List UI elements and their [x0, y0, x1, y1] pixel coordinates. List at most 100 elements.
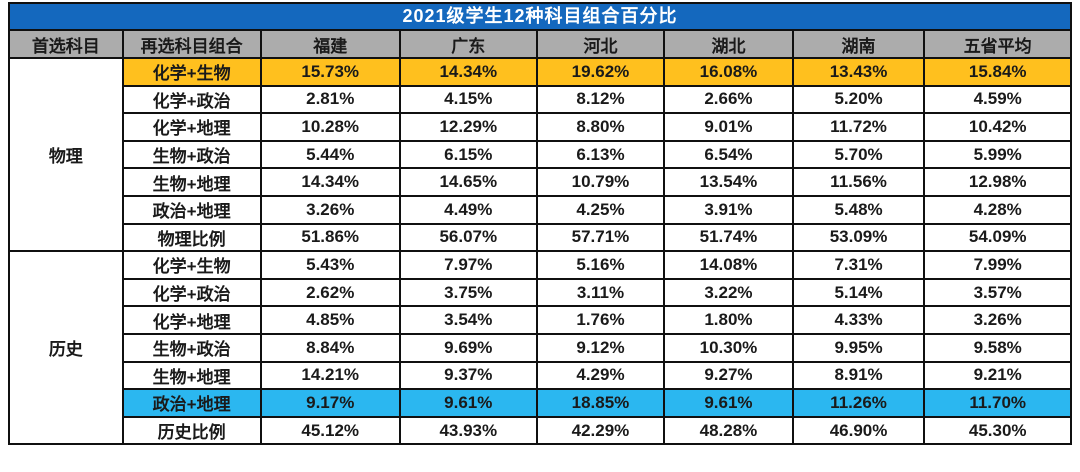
table-row: 物理 化学+生物 15.73% 14.34% 19.62% 16.08% 13.43% 15.…	[8, 56, 1072, 253]
value-cell: 4.29%	[535, 360, 666, 391]
value-cell: 16.08%	[663, 57, 794, 87]
value-cell: 42.29%	[535, 415, 666, 446]
row-label: 历史比例	[121, 415, 262, 446]
row-label: 生物+地理	[121, 360, 262, 391]
value-cell: 7.97%	[398, 250, 538, 280]
value-cell: 8.91%	[791, 360, 926, 391]
row-label: 生物+政治	[121, 332, 262, 363]
value-cell: 12.98%	[923, 167, 1072, 197]
value-cell: 14.34%	[259, 167, 401, 197]
value-cell: 6.13%	[535, 139, 666, 170]
value-cell: 12.29%	[398, 112, 538, 142]
header-row: 首选科目 再选科目组合 福建 广东 河北 湖北 湖南 五省平均	[8, 29, 1072, 59]
table-row: 生物+政治 5.44% 6.15% 6.13% 6.54% 5.70% 5.99%	[9, 139, 1072, 170]
value-cell: 14.34%	[398, 57, 538, 87]
table-row: 生物+地理 14.34% 14.65% 10.79% 13.54% 11.56% 12.98…	[9, 167, 1072, 197]
table-row: 生物+政治 8.84% 9.69% 9.12% 10.30% 9.95% 9.58%	[9, 332, 1072, 363]
value-cell: 56.07%	[398, 222, 538, 253]
column-header-2: 福建	[259, 29, 401, 59]
table-row: 化学+地理 10.28% 12.29% 8.80% 9.01% 11.72% 10.42%	[9, 112, 1072, 142]
column-header-4: 河北	[535, 29, 666, 59]
row-label: 化学+地理	[121, 112, 262, 142]
value-cell: 8.12%	[535, 84, 666, 115]
value-cell: 9.27%	[663, 360, 794, 391]
table-row: 化学+地理 4.85% 3.54% 1.76% 1.80% 4.33% 3.26%	[9, 305, 1072, 335]
value-cell: 14.65%	[398, 167, 538, 197]
value-cell: 11.26%	[791, 388, 926, 418]
table-row: 政治+地理 9.17% 9.61% 18.85% 9.61% 11.26% 11.70%	[9, 388, 1072, 418]
column-header-3: 广东	[398, 29, 538, 59]
value-cell: 5.99%	[923, 139, 1072, 170]
value-cell: 6.54%	[663, 139, 794, 170]
row-label: 生物+地理	[121, 167, 262, 197]
value-cell: 3.54%	[398, 305, 538, 335]
value-cell: 4.59%	[923, 84, 1072, 115]
value-cell: 7.31%	[791, 250, 926, 280]
section-label-1: 历史	[8, 250, 124, 446]
column-header-0: 首选科目	[8, 29, 124, 59]
value-cell: 46.90%	[791, 415, 926, 446]
value-cell: 4.25%	[535, 194, 666, 225]
value-cell: 3.26%	[923, 305, 1072, 335]
value-cell: 5.14%	[791, 277, 926, 308]
value-cell: 19.62%	[535, 57, 666, 87]
table-card: 2021级学生12种科目组合百分比 首选科目 再选科目组合 福建 广东 河北 湖北 湖南 五省…	[8, 2, 1072, 446]
value-cell: 4.33%	[791, 305, 926, 335]
value-cell: 11.56%	[791, 167, 926, 197]
row-label: 生物+政治	[121, 139, 262, 170]
column-header-6: 湖南	[791, 29, 926, 59]
table-row: 历史 化学+生物 5.43% 7.97% 5.16% 14.08% 7.31% 7.99%	[8, 250, 1072, 446]
row-label: 化学+生物	[121, 250, 262, 280]
table-row: 政治+地理 3.26% 4.49% 4.25% 3.91% 5.48% 4.28%	[9, 194, 1072, 225]
row-label: 政治+地理	[121, 388, 262, 418]
subject-combination-table: 首选科目 再选科目组合 福建 广东 河北 湖北 湖南 五省平均 物理 化学+生物 15.73% 14…	[8, 29, 1072, 446]
value-cell: 43.93%	[398, 415, 538, 446]
value-cell: 1.76%	[535, 305, 666, 335]
value-cell: 10.42%	[923, 112, 1072, 142]
value-cell: 5.48%	[791, 194, 926, 225]
value-cell: 2.62%	[259, 277, 401, 308]
value-cell: 4.15%	[398, 84, 538, 115]
row-label: 物理比例	[121, 222, 262, 253]
value-cell: 5.44%	[259, 139, 401, 170]
value-cell: 5.70%	[791, 139, 926, 170]
value-cell: 51.74%	[663, 222, 794, 253]
column-header-7: 五省平均	[923, 29, 1072, 59]
value-cell: 9.61%	[663, 388, 794, 418]
value-cell: 3.22%	[663, 277, 794, 308]
table-row: 化学+政治 2.81% 4.15% 8.12% 2.66% 5.20% 4.59%	[9, 84, 1072, 115]
value-cell: 9.21%	[923, 360, 1072, 391]
value-cell: 10.79%	[535, 167, 666, 197]
value-cell: 48.28%	[663, 415, 794, 446]
row-label: 化学+地理	[121, 305, 262, 335]
value-cell: 53.09%	[791, 222, 926, 253]
value-cell: 3.26%	[259, 194, 401, 225]
value-cell: 7.99%	[923, 250, 1072, 280]
value-cell: 9.12%	[535, 332, 666, 363]
value-cell: 14.21%	[259, 360, 401, 391]
value-cell: 3.75%	[398, 277, 538, 308]
row-label: 化学+政治	[121, 84, 262, 115]
table-row: 生物+地理 14.21% 9.37% 4.29% 9.27% 8.91% 9.21%	[9, 360, 1072, 391]
table-title: 2021级学生12种科目组合百分比	[8, 2, 1072, 29]
value-cell: 4.28%	[923, 194, 1072, 225]
row-label: 化学+生物	[121, 57, 262, 87]
value-cell: 51.86%	[259, 222, 401, 253]
value-cell: 57.71%	[535, 222, 666, 253]
value-cell: 15.73%	[259, 57, 401, 87]
value-cell: 8.84%	[259, 332, 401, 363]
value-cell: 45.30%	[923, 415, 1072, 446]
value-cell: 3.91%	[663, 194, 794, 225]
value-cell: 13.43%	[791, 57, 926, 87]
column-header-1: 再选科目组合	[121, 29, 262, 59]
table-row: 物理比例 51.86% 56.07% 57.71% 51.74% 53.09% 54.09%	[9, 222, 1072, 253]
value-cell: 14.08%	[663, 250, 794, 280]
value-cell: 4.85%	[259, 305, 401, 335]
row-label: 政治+地理	[121, 194, 262, 225]
column-header-5: 湖北	[663, 29, 794, 59]
value-cell: 10.28%	[259, 112, 401, 142]
value-cell: 9.01%	[663, 112, 794, 142]
value-cell: 5.20%	[791, 84, 926, 115]
value-cell: 13.54%	[663, 167, 794, 197]
value-cell: 18.85%	[535, 388, 666, 418]
